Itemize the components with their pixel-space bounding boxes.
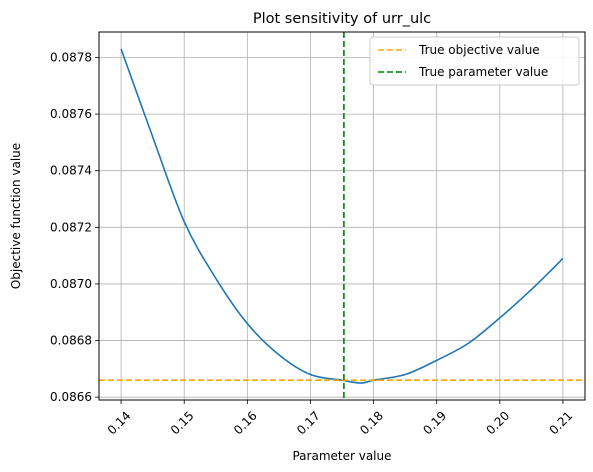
axes-frame (98, 31, 586, 401)
grid-layer (99, 32, 585, 400)
y-tick-label: 0.0866 (50, 390, 92, 404)
legend-label-true-parameter: True parameter value (418, 65, 548, 79)
legend-label-true-objective: True objective value (418, 43, 540, 57)
y-tick-label: 0.0878 (50, 50, 92, 64)
y-tick-label: 0.0874 (50, 164, 92, 178)
legend: True objective value True parameter valu… (369, 36, 580, 86)
y-tick-label: 0.0870 (50, 277, 92, 291)
y-tick-label: 0.0868 (50, 334, 92, 348)
x-axis-label: Parameter value (292, 449, 391, 463)
legend-box (369, 36, 580, 86)
plot-layer (99, 32, 585, 400)
y-tick-label: 0.0872 (50, 220, 92, 234)
y-axis-label: Objective function value (9, 143, 23, 289)
chart-title: Plot sensitivity of urr_ulc (253, 11, 431, 27)
y-tick-label: 0.0876 (50, 107, 92, 121)
